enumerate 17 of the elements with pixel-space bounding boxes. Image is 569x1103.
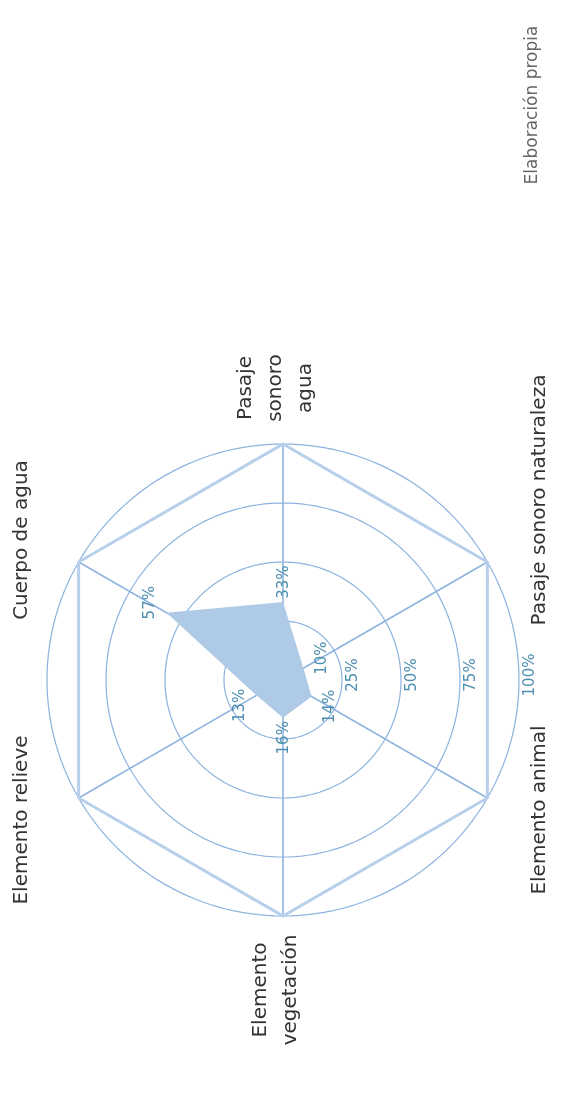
spoke-label: Pasaje sonoro agua xyxy=(232,354,316,422)
text: Elaboración propia xyxy=(521,25,541,185)
spoke-label: Elemento relieve xyxy=(8,735,32,905)
y-tick-label: 100% xyxy=(520,653,538,697)
spoke-label: Pasaje sonoro naturaleza xyxy=(526,374,550,626)
y-tick-label: 50% xyxy=(402,658,420,692)
spoke-label: Elemento vegetación xyxy=(247,934,301,1046)
data-label: 33% xyxy=(274,565,292,599)
spoke-label: Elemento animal xyxy=(526,725,550,895)
y-tick-label: 75% xyxy=(461,658,479,692)
data-label: 16% xyxy=(274,721,292,755)
spoke-label: Cuerpo de agua xyxy=(8,460,32,620)
data-label: 13% xyxy=(230,688,249,723)
data-label: 10% xyxy=(311,641,330,675)
data-label: 57% xyxy=(140,586,159,620)
y-tick-label: 25% xyxy=(343,658,361,692)
data-label: 14% xyxy=(319,689,338,724)
